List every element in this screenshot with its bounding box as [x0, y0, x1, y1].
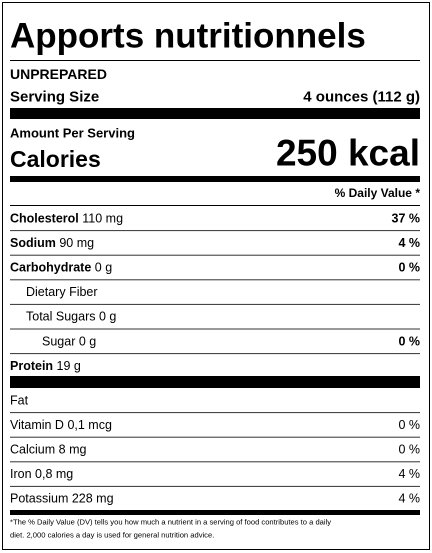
row-divider — [10, 279, 420, 281]
nutrient-row: Sodium 90 mg — [10, 236, 94, 250]
daily-value: 0 % — [398, 443, 420, 457]
nutrient-name: Calcium — [10, 443, 55, 457]
nutrient-row: Carbohydrate 0 g — [10, 261, 112, 275]
nutrient-amount: 0,8 mg — [35, 467, 73, 481]
row-divider — [10, 461, 420, 463]
serving-size: 4 ounces (112 g) — [303, 89, 420, 106]
nutrient-name: Dietary Fiber — [26, 285, 98, 299]
nutrient-row: Potassium 228 mg — [10, 492, 114, 506]
daily-value: 0 % — [398, 418, 420, 432]
daily-value: 0 % — [398, 261, 420, 275]
nutrient-amount: 0 g — [79, 334, 96, 348]
nutrient-row: Protein 19 g — [10, 359, 81, 373]
nutrient-name: Fat — [10, 393, 29, 407]
row-divider — [10, 328, 420, 330]
nutrient-amount: 0 g — [99, 310, 116, 324]
medium-divider — [10, 510, 420, 515]
thick-divider — [10, 376, 420, 388]
divider — [10, 205, 420, 206]
row-divider — [10, 436, 420, 438]
nutrient-row: Dietary Fiber — [26, 285, 98, 299]
nutrient-amount: 0 g — [95, 261, 112, 275]
row-divider — [10, 485, 420, 487]
nutrient-row: Cholesterol 110 mg — [10, 211, 123, 225]
row-divider — [10, 303, 420, 305]
calories-label: Calories — [10, 146, 101, 172]
nutrient-amount: 19 g — [57, 359, 81, 373]
nutrient-name: Carbohydrate — [10, 261, 91, 275]
nutrient-amount: 228 mg — [72, 492, 114, 506]
daily-value: 4 % — [398, 236, 420, 250]
nutrient-name: Vitamin D — [10, 418, 64, 432]
daily-value: 4 % — [398, 492, 420, 506]
amount-label: Amount Per Serving — [10, 126, 135, 141]
nutrient-amount: 0,1 mcg — [67, 418, 112, 432]
nutrient-amount: 90 mg — [59, 236, 94, 250]
row-divider — [10, 353, 420, 355]
nutrient-name: Iron — [10, 467, 32, 481]
nutrient-row: Calcium 8 mg — [10, 443, 86, 457]
nutrient-name: Sugar — [42, 334, 75, 348]
row-divider — [10, 230, 420, 232]
nutrient-name: Sodium — [10, 236, 56, 250]
preparation: UNPREPARED — [10, 66, 107, 82]
divider — [10, 60, 420, 61]
calories-value: 250 kcal — [276, 133, 420, 174]
nutrient-row: Vitamin D 0,1 mcg — [10, 418, 112, 432]
daily-value: 37 % — [392, 211, 421, 225]
row-divider — [10, 254, 420, 256]
row-divider — [10, 412, 420, 414]
daily-value: 4 % — [398, 467, 420, 481]
daily-value: 0 % — [398, 334, 420, 348]
nutrient-row: Sugar 0 g — [42, 334, 96, 348]
nutrient-amount: 110 mg — [82, 211, 123, 225]
thick-divider — [10, 108, 420, 119]
nutrient-name: Protein — [10, 359, 53, 373]
label-title: Apports nutritionnels — [10, 17, 366, 56]
nutrient-name: Total Sugars — [26, 310, 95, 324]
nutrient-amount: 8 mg — [59, 443, 87, 457]
medium-divider — [10, 176, 420, 182]
nutrient-row: Total Sugars 0 g — [26, 310, 116, 324]
nutrient-name: Cholesterol — [10, 211, 79, 225]
footnote-line: diet. 2,000 calories a day is used for g… — [10, 531, 214, 540]
nutrient-row: Fat — [10, 393, 29, 407]
nutrient-row: Iron 0,8 mg — [10, 467, 73, 481]
nutrient-name: Potassium — [10, 492, 68, 506]
serving-size-label: Serving Size — [10, 89, 99, 106]
footnote-line: *The % Daily Value (DV) tells you how mu… — [10, 518, 331, 527]
daily-value-header: % Daily Value * — [335, 186, 421, 200]
